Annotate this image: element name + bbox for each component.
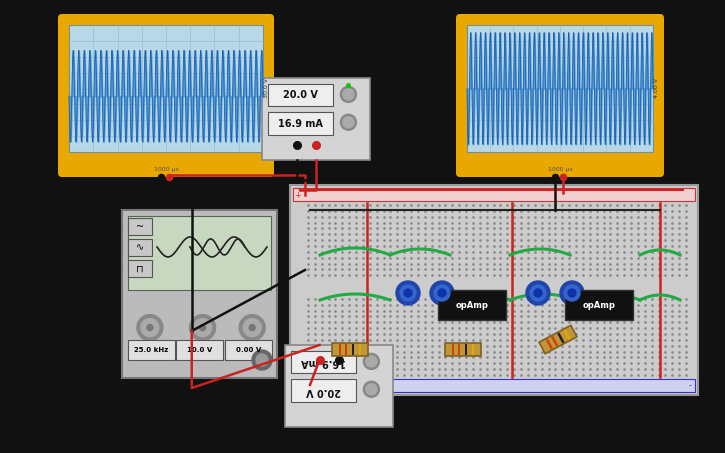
Circle shape bbox=[363, 353, 379, 369]
Circle shape bbox=[434, 285, 450, 301]
Circle shape bbox=[199, 325, 206, 331]
Text: 25.0 kHz: 25.0 kHz bbox=[134, 347, 169, 353]
Text: 20.0 V: 20.0 V bbox=[307, 386, 341, 395]
Bar bbox=[339, 344, 341, 355]
Bar bbox=[225, 340, 272, 360]
Circle shape bbox=[249, 325, 255, 331]
Bar bbox=[467, 25, 653, 152]
Circle shape bbox=[341, 87, 357, 102]
Bar bbox=[465, 344, 468, 355]
Text: 1000 μs: 1000 μs bbox=[154, 167, 178, 172]
Bar bbox=[558, 333, 565, 343]
Circle shape bbox=[366, 384, 377, 395]
Text: 0.00 V: 0.00 V bbox=[236, 347, 261, 353]
Bar bbox=[291, 380, 356, 401]
Text: +: + bbox=[294, 191, 302, 199]
Bar bbox=[291, 351, 356, 373]
Bar bbox=[293, 188, 695, 201]
Bar bbox=[268, 84, 334, 106]
Circle shape bbox=[526, 281, 550, 305]
Bar bbox=[352, 344, 355, 355]
Circle shape bbox=[256, 354, 268, 366]
Bar bbox=[262, 78, 370, 160]
Bar bbox=[345, 344, 347, 355]
Bar bbox=[551, 336, 558, 347]
Bar bbox=[539, 325, 577, 354]
Circle shape bbox=[430, 281, 454, 305]
Text: 10.0 V: 10.0 V bbox=[187, 347, 212, 353]
Circle shape bbox=[400, 285, 416, 301]
Bar bbox=[128, 216, 271, 290]
Circle shape bbox=[530, 285, 546, 301]
Circle shape bbox=[396, 281, 420, 305]
Bar bbox=[128, 340, 175, 360]
Bar bbox=[445, 343, 481, 356]
Circle shape bbox=[404, 289, 412, 297]
FancyBboxPatch shape bbox=[58, 14, 274, 177]
Circle shape bbox=[343, 89, 354, 100]
Bar bbox=[128, 239, 152, 256]
Text: 1000 μs: 1000 μs bbox=[547, 167, 572, 172]
Text: opAmp: opAmp bbox=[583, 300, 616, 309]
Bar bbox=[176, 340, 223, 360]
Text: ~: ~ bbox=[136, 222, 144, 231]
Text: ∿: ∿ bbox=[136, 242, 144, 252]
Circle shape bbox=[190, 314, 215, 341]
Circle shape bbox=[239, 314, 265, 341]
Bar bbox=[472, 344, 474, 355]
Circle shape bbox=[568, 289, 576, 297]
Bar bbox=[268, 112, 334, 135]
Bar bbox=[565, 290, 633, 320]
Circle shape bbox=[363, 381, 379, 397]
Bar bbox=[438, 290, 506, 320]
Circle shape bbox=[243, 318, 261, 337]
Text: 16.9 mA: 16.9 mA bbox=[302, 357, 347, 367]
Text: 20.0 V: 20.0 V bbox=[283, 90, 318, 100]
Circle shape bbox=[252, 350, 272, 370]
Bar bbox=[285, 345, 393, 427]
Text: opAmp: opAmp bbox=[455, 300, 489, 309]
Circle shape bbox=[341, 114, 357, 130]
Bar bbox=[546, 339, 553, 350]
Text: ⊓: ⊓ bbox=[136, 264, 144, 274]
Text: 4.00 V: 4.00 V bbox=[654, 78, 659, 98]
Circle shape bbox=[366, 356, 377, 367]
Bar bbox=[563, 329, 571, 340]
Bar bbox=[452, 344, 455, 355]
Bar bbox=[293, 379, 695, 392]
Circle shape bbox=[534, 289, 542, 297]
Text: -: - bbox=[689, 381, 692, 390]
Bar bbox=[458, 344, 460, 355]
Bar bbox=[128, 260, 152, 277]
Bar bbox=[359, 344, 362, 355]
Circle shape bbox=[343, 117, 354, 128]
Bar bbox=[290, 185, 698, 395]
Bar bbox=[69, 25, 263, 152]
Circle shape bbox=[438, 289, 446, 297]
FancyBboxPatch shape bbox=[456, 14, 664, 177]
Circle shape bbox=[141, 318, 159, 337]
Bar bbox=[128, 218, 152, 235]
Text: 30.0 V: 30.0 V bbox=[264, 78, 269, 98]
Text: 16.9 mA: 16.9 mA bbox=[278, 119, 323, 129]
Bar bbox=[122, 210, 277, 378]
Circle shape bbox=[560, 281, 584, 305]
Circle shape bbox=[194, 318, 212, 337]
Bar bbox=[332, 343, 368, 356]
Circle shape bbox=[137, 314, 163, 341]
Circle shape bbox=[564, 285, 580, 301]
Circle shape bbox=[147, 325, 153, 331]
